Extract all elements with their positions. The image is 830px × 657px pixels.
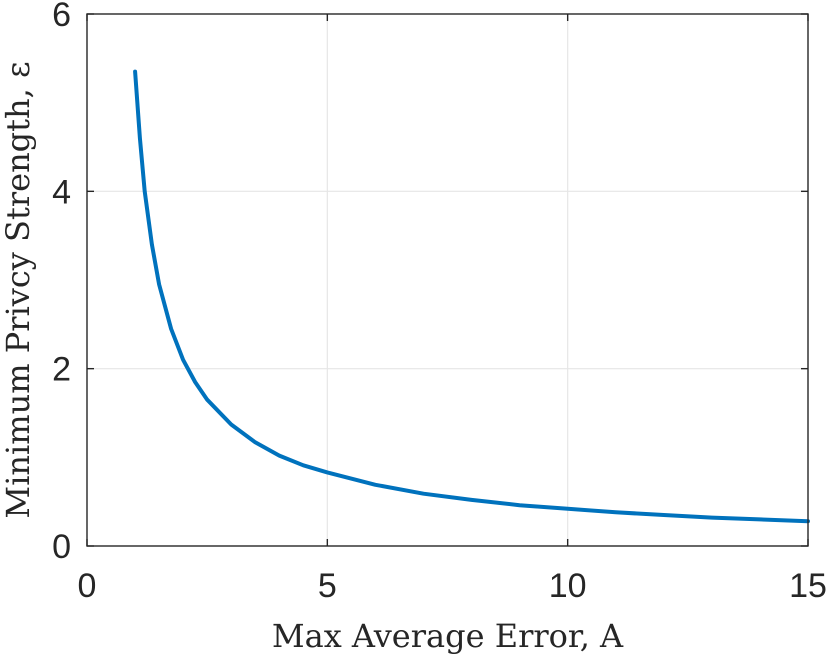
x-tick-label: 10 — [549, 567, 587, 605]
series-group — [133, 69, 810, 524]
y-tick-label: 2 — [52, 351, 71, 389]
x-tick-labels: 0 5 10 15 — [78, 567, 827, 605]
y-tick-label: 4 — [52, 173, 71, 211]
x-tick-label: 15 — [789, 567, 827, 605]
x-tick-label: 5 — [318, 567, 337, 605]
tick-marks — [86, 13, 809, 547]
y-tick-label: 0 — [52, 528, 71, 566]
x-axis-label: Max Average Error, A — [272, 617, 624, 655]
series-line — [133, 69, 810, 524]
y-tick-labels: 0 2 4 6 — [52, 0, 71, 566]
y-axis-label: Minimum Privcy Strength, ε — [0, 61, 37, 518]
plot-area-frame — [86, 13, 809, 547]
grid-lines — [87, 14, 808, 546]
x-tick-label: 0 — [78, 567, 97, 605]
y-tick-label: 6 — [52, 0, 71, 34]
